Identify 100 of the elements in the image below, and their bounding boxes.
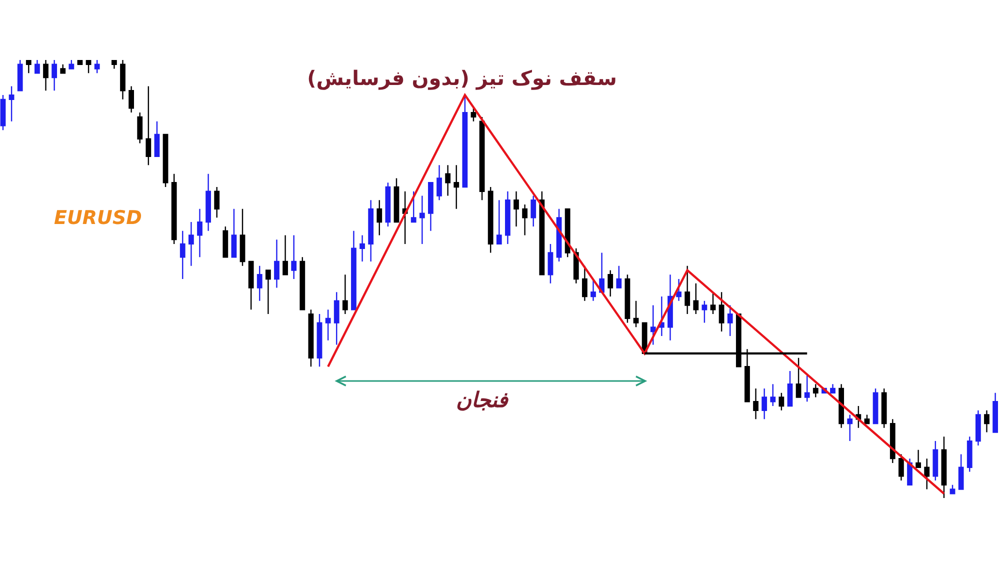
candlestick bbox=[522, 204, 528, 236]
candlestick bbox=[676, 278, 682, 302]
candlestick bbox=[128, 86, 134, 114]
candlestick bbox=[137, 112, 143, 144]
candlestick bbox=[847, 414, 853, 442]
candlestick bbox=[470, 108, 476, 122]
candlestick bbox=[727, 304, 733, 337]
candlestick bbox=[180, 230, 186, 280]
candlestick bbox=[718, 292, 724, 332]
candlestick bbox=[256, 265, 262, 302]
candlestick bbox=[436, 164, 442, 201]
candlestick bbox=[351, 230, 356, 310]
candlestick bbox=[146, 86, 152, 166]
candlestick bbox=[376, 200, 382, 236]
candlestick bbox=[590, 278, 596, 302]
candlestick bbox=[454, 164, 460, 210]
candlestick bbox=[360, 234, 365, 262]
candlestick bbox=[890, 418, 896, 464]
candlestick bbox=[325, 309, 331, 341]
candlestick bbox=[68, 60, 74, 70]
candlestick bbox=[633, 300, 639, 328]
candlestick bbox=[916, 449, 921, 468]
candlestick bbox=[206, 173, 211, 232]
candlestick bbox=[17, 60, 23, 92]
candlestick bbox=[394, 178, 400, 223]
candlestick bbox=[479, 116, 485, 201]
candlestick bbox=[958, 454, 964, 490]
candlestick bbox=[778, 392, 784, 411]
candlestick bbox=[428, 182, 434, 232]
candlestick bbox=[616, 265, 622, 288]
candlestick bbox=[308, 309, 314, 368]
chart-title: سقف نوک تیز (بدون فرسایش) bbox=[307, 66, 617, 90]
candlestick bbox=[43, 60, 48, 92]
candlestick bbox=[60, 64, 66, 74]
candlestick bbox=[188, 221, 194, 266]
candlestick bbox=[316, 313, 322, 368]
candlestick bbox=[924, 458, 930, 490]
candlestick bbox=[684, 265, 690, 315]
candlestick bbox=[505, 190, 510, 245]
candlestick bbox=[248, 260, 254, 310]
candlestick bbox=[171, 173, 177, 245]
candlestick bbox=[154, 120, 160, 157]
candlestick bbox=[770, 384, 776, 407]
candlestick bbox=[710, 292, 716, 315]
candlestick bbox=[762, 388, 768, 420]
candlestick bbox=[488, 186, 494, 254]
candlestick bbox=[231, 208, 237, 258]
candlestick bbox=[265, 270, 271, 315]
candlestick bbox=[932, 440, 938, 482]
candlestick bbox=[530, 195, 536, 228]
candlestick bbox=[907, 458, 912, 486]
candlestick bbox=[599, 252, 604, 293]
candlestick bbox=[419, 195, 425, 245]
candlestick bbox=[86, 60, 92, 74]
candlestick bbox=[830, 384, 836, 394]
candlestick bbox=[608, 270, 614, 298]
candlestick bbox=[112, 60, 117, 70]
candlestick bbox=[34, 60, 40, 74]
candlestick bbox=[548, 243, 554, 284]
candlestick bbox=[992, 392, 998, 433]
candlestick bbox=[966, 436, 972, 472]
candlestick bbox=[941, 436, 947, 498]
candlestick bbox=[796, 357, 802, 398]
candlestick bbox=[975, 410, 981, 446]
candlestick bbox=[950, 484, 956, 494]
candlestick bbox=[120, 60, 126, 100]
candlestick bbox=[52, 60, 58, 92]
candlestick bbox=[410, 190, 416, 223]
candlestick bbox=[898, 454, 904, 482]
candlestick bbox=[274, 238, 280, 288]
candlestick bbox=[838, 384, 844, 429]
candlestick bbox=[0, 94, 6, 131]
candlestick bbox=[334, 292, 340, 346]
candlestick bbox=[804, 374, 810, 402]
candlestick bbox=[300, 256, 306, 310]
candlestick bbox=[94, 60, 100, 74]
candlestick bbox=[162, 134, 168, 188]
candlestick bbox=[197, 208, 202, 258]
candlestick bbox=[658, 296, 664, 337]
candlestick bbox=[240, 208, 246, 266]
candlestick bbox=[445, 164, 451, 196]
candlestick bbox=[26, 60, 32, 74]
candlestick bbox=[77, 60, 83, 65]
candlestick bbox=[214, 186, 220, 218]
candlestick bbox=[753, 388, 758, 420]
candlestick bbox=[222, 226, 228, 258]
candlestick bbox=[368, 200, 374, 262]
candlestick bbox=[514, 190, 519, 228]
candlestick bbox=[342, 274, 348, 315]
candlestick bbox=[864, 414, 870, 424]
candlestick bbox=[812, 384, 818, 398]
candlestick bbox=[984, 410, 990, 433]
candlestick bbox=[291, 234, 297, 280]
candlestick bbox=[702, 300, 708, 324]
candlestick bbox=[693, 282, 699, 315]
candlestick bbox=[564, 208, 570, 258]
candlestick bbox=[787, 370, 793, 407]
annotation: فنجان bbox=[456, 388, 509, 412]
candlestick bbox=[282, 234, 288, 276]
candlestick bbox=[539, 190, 545, 276]
